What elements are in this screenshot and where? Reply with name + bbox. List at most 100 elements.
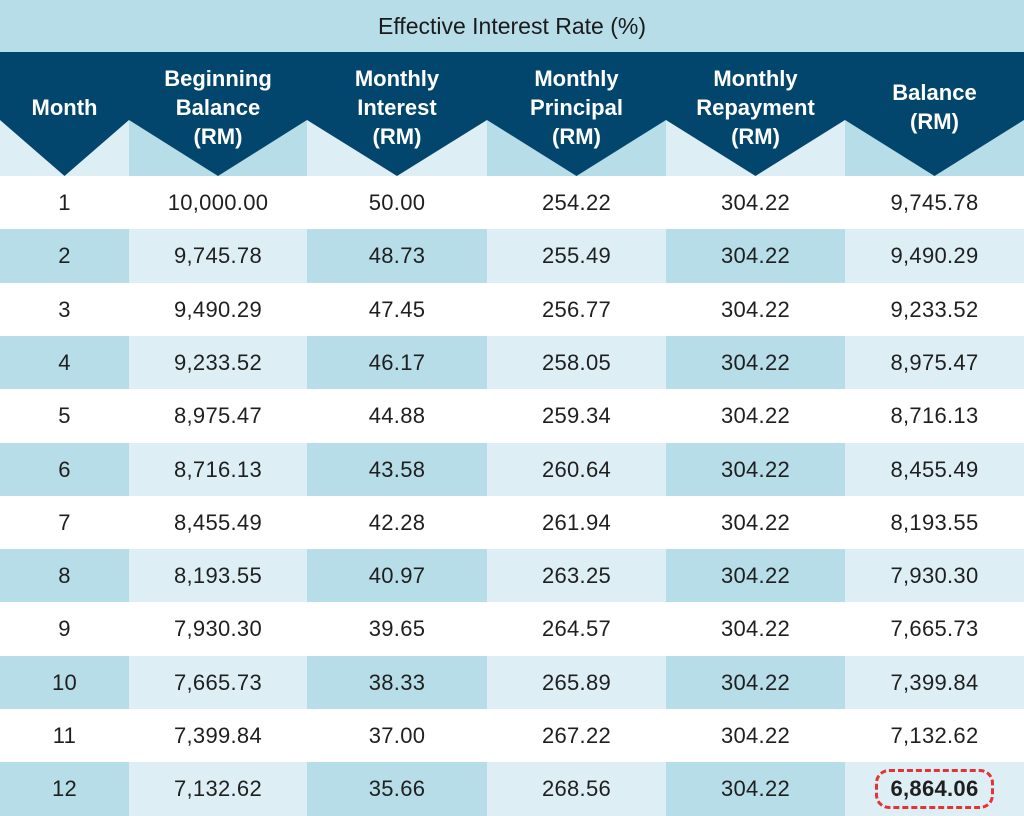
cell-beginning-balance: 9,745.78 [129,229,307,283]
cell-value: 6 [58,456,71,482]
cell-month: 10 [0,656,129,709]
cell-value: 7,399.84 [173,722,263,748]
cell-monthly-repayment: 304.22 [666,549,845,602]
cell-monthly-interest: 42.28 [307,496,487,549]
header-balance: Balance (RM) [845,52,1024,176]
cell-monthly-repayment: 304.22 [666,283,845,336]
column-header-label: Month [31,94,98,120]
cell-beginning-balance: 8,716.13 [129,443,307,496]
header-beginning-balance: Beginning Balance (RM) [129,52,307,176]
cell-monthly-principal: 258.05 [487,336,666,389]
cell-beginning-balance: 8,193.55 [129,549,307,602]
cell-value: 8,455.49 [173,509,263,535]
cell-monthly-interest: 46.17 [307,336,487,389]
cell-monthly-principal: 267.22 [487,709,666,762]
cell-value: 260.64 [541,456,612,482]
cell-value: 304.22 [720,776,791,801]
cell-beginning-balance: 7,132.62 [129,762,307,816]
cell-beginning-balance: 10,000.00 [129,176,307,229]
cell-balance: 8,975.47 [845,336,1024,389]
cell-monthly-repayment: 304.22 [666,229,845,283]
cell-monthly-principal: 264.57 [487,602,666,656]
cell-value: 259.34 [541,403,612,428]
header-monthly-interest: Monthly Interest (RM) [307,52,487,176]
cell-value: 304.22 [720,296,791,322]
cell-balance: 7,132.62 [845,709,1024,762]
column-header-label: Monthly Repayment (RM) [696,65,815,149]
cell-value: 304.22 [720,403,791,428]
cell-value: 7 [58,509,71,535]
table-row: 6 8,716.13 43.58 260.64 304.22 8,455.49 [0,443,1024,496]
cell-monthly-repayment: 304.22 [666,656,845,709]
table-row: 7 8,455.49 42.28 261.94 304.22 8,193.55 [0,496,1024,549]
cell-monthly-repayment: 304.22 [666,762,845,816]
header-chevron [845,52,1024,176]
cell-value: 304.22 [720,562,791,588]
cell-balance: 8,193.55 [845,496,1024,549]
cell-monthly-principal: 265.89 [487,656,666,709]
cell-value: 9,233.52 [890,296,979,322]
cell-beginning-balance: 9,490.29 [129,283,307,336]
cell-balance: 7,399.84 [845,656,1024,709]
cell-monthly-repayment: 304.22 [666,336,845,389]
cell-value: 39.65 [368,616,426,641]
final-balance-highlight: 6,864.06 [875,769,994,809]
header-chevron-shape [307,52,487,176]
table-title: Effective Interest Rate (%) [0,0,1024,52]
table-row: 9 7,930.30 39.65 264.57 304.22 7,665.73 [0,602,1024,656]
cell-value: 5 [58,403,71,428]
cell-balance: 9,233.52 [845,283,1024,336]
cell-value: 304.22 [720,669,791,695]
cell-monthly-principal: 254.22 [487,176,666,229]
header-monthly-repayment: Monthly Repayment (RM) [666,52,845,176]
cell-beginning-balance: 7,399.84 [129,709,307,762]
cell-value: 7,399.84 [890,669,979,695]
cell-monthly-principal: 256.77 [487,283,666,336]
cell-month: 11 [0,709,129,762]
cell-value: 10 [51,669,78,695]
cell-month: 8 [0,549,129,602]
header-chevron [129,52,307,176]
cell-beginning-balance: 7,665.73 [129,656,307,709]
cell-monthly-repayment: 304.22 [666,602,845,656]
table-row: 2 9,745.78 48.73 255.49 304.22 9,490.29 [0,229,1024,283]
cell-month: 12 [0,762,129,816]
cell-value: 254.22 [541,189,612,215]
cell-value: 9,745.78 [890,189,979,215]
header-month: Month [0,52,129,176]
cell-value: 8,193.55 [173,562,263,588]
cell-value: 304.22 [720,509,791,535]
header-chevron-shape [487,52,666,176]
cell-value: 7,132.62 [173,776,263,801]
cell-value: 7,665.73 [173,669,263,695]
header-chevron [307,52,487,176]
cell-monthly-principal: 263.25 [487,549,666,602]
cell-value: 48.73 [368,243,426,268]
header-chevron-shape [0,52,129,176]
cell-month: 1 [0,176,129,229]
cell-monthly-repayment: 304.22 [666,709,845,762]
cell-value: 265.89 [541,669,612,695]
cell-value: 35.66 [368,776,426,801]
cell-monthly-interest: 35.66 [307,762,487,816]
cell-value: 47.45 [368,296,426,322]
cell-monthly-repayment: 304.22 [666,443,845,496]
cell-balance: 7,665.73 [845,602,1024,656]
column-header-label: Monthly Principal (RM) [530,65,623,149]
cell-monthly-repayment: 304.22 [666,389,845,443]
cell-value: 264.57 [541,616,612,641]
cell-balance: 9,490.29 [845,229,1024,283]
table-row: 8 8,193.55 40.97 263.25 304.22 7,930.30 [0,549,1024,602]
table-row: 4 9,233.52 46.17 258.05 304.22 8,975.47 [0,336,1024,389]
cell-value: 267.22 [541,722,612,748]
cell-monthly-repayment: 304.22 [666,176,845,229]
cell-value: 8,455.49 [890,456,979,482]
cell-value: 256.77 [541,296,612,322]
cell-value: 9,490.29 [173,296,263,322]
cell-value: 38.33 [368,669,426,695]
cell-month: 7 [0,496,129,549]
cell-value: 258.05 [541,349,612,375]
table-row: 12 7,132.62 35.66 268.56 304.22 6,864.06 [0,762,1024,816]
cell-value: 9,490.29 [890,243,979,268]
cell-beginning-balance: 8,455.49 [129,496,307,549]
